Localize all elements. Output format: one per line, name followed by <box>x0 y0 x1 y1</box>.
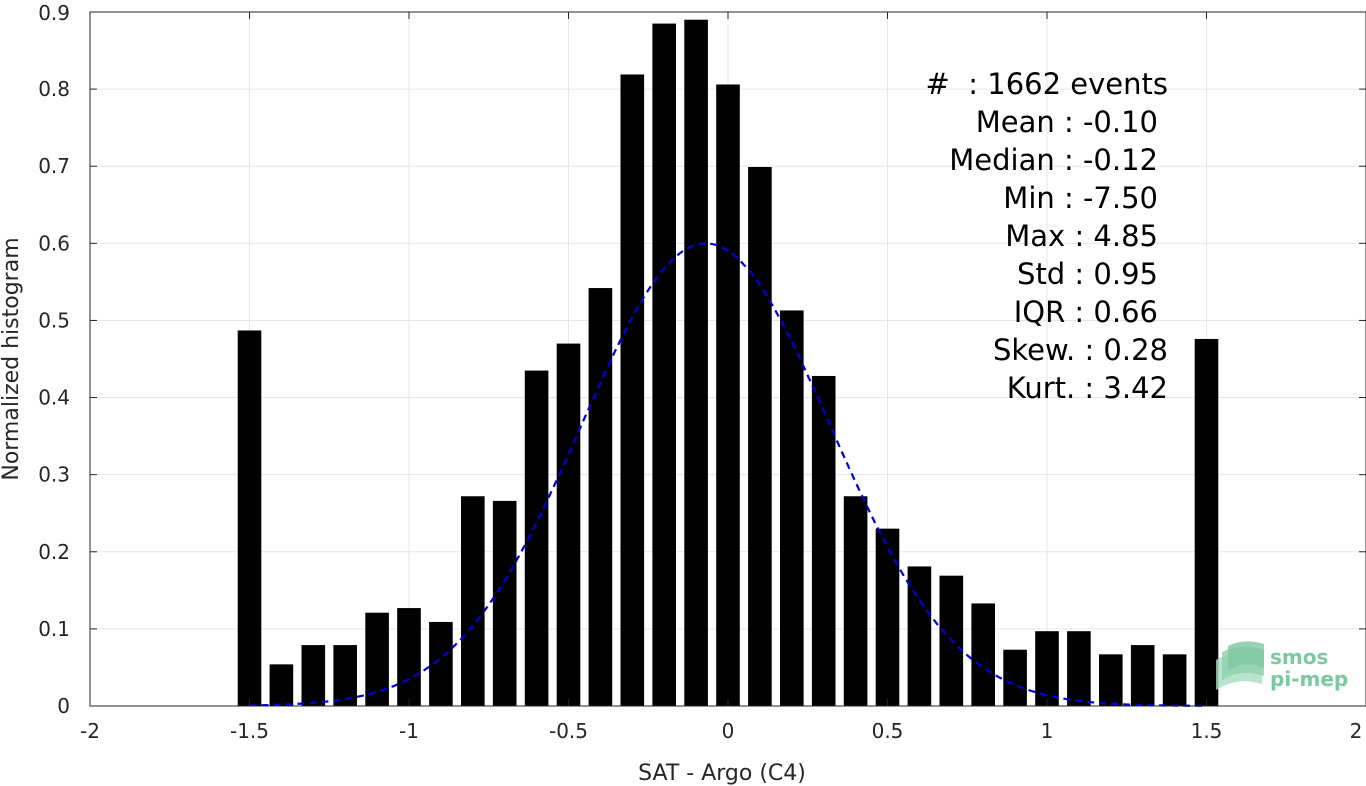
histogram-bar <box>1098 654 1123 706</box>
histogram-bar <box>652 23 677 707</box>
histogram-bar <box>1194 338 1219 706</box>
histogram-bar <box>301 645 326 706</box>
y-axis-label: Normalized histogram <box>0 237 24 480</box>
y-tick-label: 0.7 <box>38 154 70 178</box>
x-tick-label: 1 <box>1041 719 1054 743</box>
histogram-bar <box>971 603 996 706</box>
x-tick-label: 0 <box>722 719 735 743</box>
histogram-bar <box>1162 654 1187 706</box>
y-tick-label: 0.3 <box>38 463 70 487</box>
stat-skew: Skew. : 0.28 <box>993 333 1168 367</box>
logo-wave-icon <box>1216 641 1264 690</box>
histogram-bar <box>875 528 900 706</box>
stat-std: Std : 0.95 <box>1017 257 1158 291</box>
stat-mean: Mean : -0.10 <box>976 105 1158 139</box>
histogram-bar <box>1035 631 1059 706</box>
y-tick-label: 0.2 <box>38 540 70 564</box>
x-tick-label: 0.5 <box>872 719 904 743</box>
histogram-bar <box>397 608 421 706</box>
histogram-bar <box>492 500 517 706</box>
histogram-bar <box>365 612 389 706</box>
histogram-bar <box>907 566 932 706</box>
y-tick-label: 0.6 <box>38 231 70 255</box>
stat-min: Min : -7.50 <box>1003 181 1158 215</box>
x-tick-label: 1.5 <box>1191 719 1223 743</box>
histogram-bar <box>460 496 485 706</box>
logo-line2: pi-mep <box>1270 667 1348 691</box>
stat-events: # : 1662 events <box>926 67 1168 101</box>
y-tick-label: 0.9 <box>38 1 70 25</box>
histogram-bar <box>333 645 358 706</box>
y-tick-label: 0.5 <box>38 308 70 332</box>
y-tick-label: 0 <box>57 694 70 718</box>
logo-line1: smos <box>1270 645 1328 669</box>
y-axis-ticks: 0 0.1 0.2 0.3 0.4 0.5 0.6 0.7 0.8 0.9 <box>38 1 1366 718</box>
stat-max: Max : 4.85 <box>1005 219 1158 253</box>
histogram-bar <box>588 288 613 706</box>
histogram-bar <box>1003 649 1027 706</box>
histogram-bar <box>1130 645 1155 706</box>
histogram-bar <box>748 166 772 706</box>
histogram-bar <box>556 343 581 706</box>
smos-pimep-logo: smos pi-mep <box>1216 641 1348 691</box>
histogram-bar <box>429 621 453 706</box>
histogram-bar <box>716 84 740 707</box>
stat-kurt: Kurt. : 3.42 <box>1007 371 1168 405</box>
x-axis-ticks: -2 -1.5 -1 -0.5 0 0.5 1 1.5 2 <box>80 12 1366 743</box>
stats-annotation: # : 1662 events Mean : -0.10 Median : -0… <box>926 67 1168 405</box>
x-tick-label: 2 <box>1350 719 1363 743</box>
y-tick-label: 0.1 <box>38 617 70 641</box>
histogram-bar <box>779 310 804 706</box>
x-tick-label: -0.5 <box>549 719 588 743</box>
y-tick-label: 0.4 <box>38 386 70 410</box>
stat-median: Median : -0.12 <box>949 143 1158 177</box>
histogram-bar <box>1067 631 1091 706</box>
histogram-bar <box>811 375 836 706</box>
histogram-bar <box>524 370 549 706</box>
histogram-bar <box>269 664 294 706</box>
histogram-bars <box>237 19 1219 707</box>
histogram-bar <box>843 496 868 706</box>
stat-iqr: IQR : 0.66 <box>1014 295 1158 329</box>
histogram-bar <box>237 330 262 706</box>
x-tick-label: -1 <box>399 719 419 743</box>
x-tick-label: -1.5 <box>230 719 269 743</box>
x-axis-label: SAT - Argo (C4) <box>638 761 806 786</box>
histogram-bar <box>684 19 708 706</box>
x-tick-label: -2 <box>80 719 100 743</box>
y-tick-label: 0.8 <box>38 77 70 101</box>
histogram-bar <box>620 74 645 706</box>
